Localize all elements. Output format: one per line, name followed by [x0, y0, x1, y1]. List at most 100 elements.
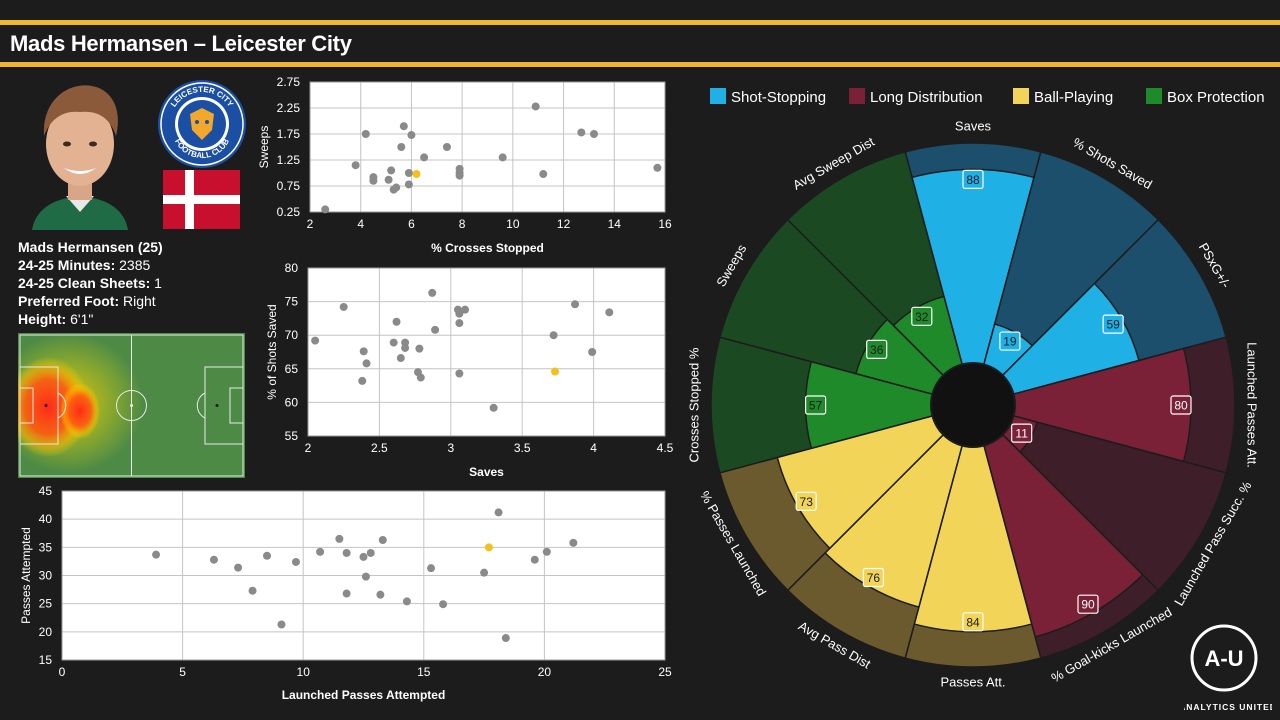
- x-tick-label: 10: [297, 665, 311, 679]
- y-tick-label: 1.75: [277, 127, 301, 141]
- data-point: [415, 344, 424, 353]
- value-label: 88: [966, 173, 980, 187]
- legend-swatch: [1013, 88, 1029, 104]
- value-label: 57: [809, 399, 823, 413]
- value-badge: [804, 395, 827, 415]
- x-tick-label: 14: [608, 217, 622, 231]
- data-point: [455, 169, 464, 177]
- y-tick-label: 0.25: [277, 205, 301, 219]
- x-tick-label: 2.5: [371, 441, 388, 455]
- y-axis-label: Passes Attempted: [19, 527, 33, 624]
- data-point: [248, 586, 257, 595]
- pizza-center: [930, 362, 1016, 448]
- value-badge: [962, 169, 984, 189]
- data-point: [439, 600, 448, 609]
- highlight-point: [551, 367, 560, 376]
- data-point: [590, 130, 598, 138]
- plot-border: [61, 490, 666, 661]
- value-badge: [866, 339, 888, 359]
- value-badge: [862, 567, 885, 588]
- data-point: [461, 305, 470, 314]
- x-tick-label: 2: [305, 441, 312, 455]
- data-point: [531, 102, 540, 111]
- data-point: [342, 548, 351, 557]
- data-point: [362, 359, 371, 368]
- y-tick-label: 70: [285, 328, 299, 342]
- clean-sheets-value: 1: [150, 275, 162, 291]
- legend-label: Long Distribution: [870, 89, 983, 106]
- analytics-united-logo: A-U ANALYTICS UNITED: [1184, 624, 1272, 712]
- value-label: 59: [1106, 318, 1120, 332]
- data-point: [316, 547, 325, 556]
- value-label: 32: [915, 310, 929, 324]
- player-name-age: Mads Hermansen (25): [18, 239, 163, 255]
- data-point: [339, 302, 348, 311]
- data-point: [335, 534, 344, 543]
- data-point: [311, 336, 320, 345]
- data-point: [455, 319, 464, 328]
- y-tick-label: 20: [39, 625, 53, 639]
- value-label: 90: [1081, 598, 1095, 612]
- player-pizza-chart: Shot-Stopping Long Distribution Ball-Playi…: [686, 88, 1265, 689]
- legend-swatch: [1146, 88, 1162, 104]
- value-badge: [1170, 395, 1192, 415]
- x-tick-label: 0: [59, 665, 66, 679]
- data-point: [539, 170, 548, 179]
- x-tick-label: 15: [417, 665, 431, 679]
- x-tick-label: 4: [357, 217, 364, 231]
- data-point: [455, 369, 464, 378]
- minutes-value: 2385: [115, 257, 151, 273]
- data-point: [404, 180, 413, 189]
- player-photo: [32, 85, 128, 230]
- data-point: [321, 205, 330, 214]
- data-point: [359, 552, 368, 561]
- data-point: [501, 634, 510, 643]
- value-label: 73: [800, 495, 814, 509]
- data-point: [396, 354, 405, 363]
- legend-label: Shot-Stopping: [731, 89, 826, 106]
- slice-category-label: Passes Att.: [940, 674, 1005, 689]
- value-label: 84: [966, 615, 980, 629]
- data-point: [234, 563, 243, 572]
- data-point: [588, 348, 597, 356]
- data-point: [392, 317, 401, 326]
- data-point: [358, 376, 367, 385]
- data-point: [494, 508, 503, 517]
- y-tick-label: 55: [285, 429, 299, 443]
- value-label: 11: [1015, 427, 1028, 441]
- denmark-flag-icon: [163, 170, 240, 229]
- data-point: [442, 143, 451, 151]
- data-point: [263, 551, 272, 560]
- clean-sheets-label: 24-25 Clean Sheets:: [18, 275, 151, 291]
- data-point: [399, 122, 408, 131]
- data-point: [397, 143, 406, 151]
- x-axis-label: Launched Passes Attempted: [282, 688, 446, 702]
- x-axis-label: % Crosses Stopped: [431, 241, 544, 255]
- x-tick-label: 10: [506, 217, 520, 231]
- data-point: [542, 547, 551, 556]
- y-tick-label: 1.25: [277, 153, 301, 167]
- x-tick-label: 8: [459, 217, 466, 231]
- value-label: 19: [1003, 335, 1017, 349]
- data-point: [480, 568, 489, 577]
- x-tick-label: 3.5: [514, 441, 531, 455]
- data-point: [361, 130, 370, 138]
- scatter-saves-vs-shots-saved: 2 2.5 3 3.5 4 4.5 55 60 65 70 75 80 Saves % of Shots …: [265, 261, 674, 479]
- legend-swatch: [849, 88, 865, 104]
- y-tick-label: 60: [285, 395, 299, 409]
- foot-label: Preferred Foot:: [18, 293, 120, 309]
- logo-mark: A-U: [1204, 646, 1243, 671]
- data-point: [401, 338, 410, 347]
- data-point: [498, 153, 507, 162]
- y-tick-label: 40: [39, 512, 53, 526]
- page-title: Mads Hermansen – Leicester City: [10, 31, 352, 56]
- data-point: [571, 300, 580, 309]
- slice-category-label: Crosses Stopped %: [686, 347, 701, 462]
- data-point: [431, 325, 440, 334]
- x-tick-label: 25: [658, 665, 672, 679]
- heatmap-pitch: [18, 333, 245, 478]
- data-point: [427, 564, 436, 573]
- y-axis-label: Sweeps: [257, 126, 271, 169]
- logo-text: ANALYTICS UNITED: [1184, 702, 1272, 712]
- y-tick-label: 35: [39, 540, 53, 554]
